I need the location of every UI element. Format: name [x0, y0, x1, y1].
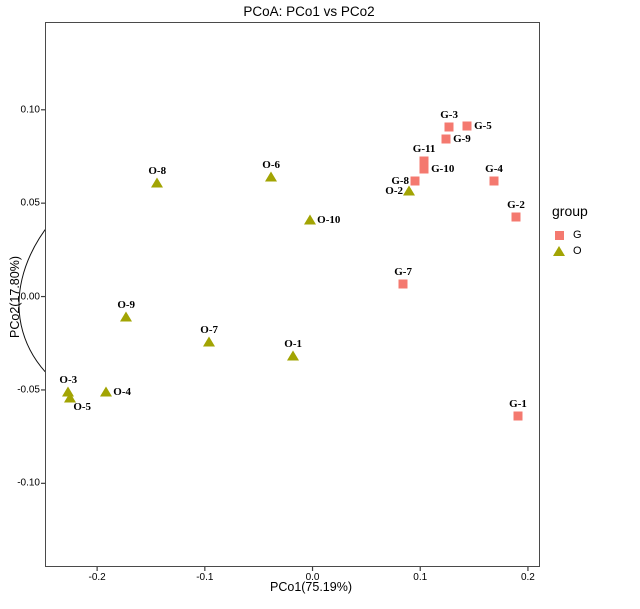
data-point-label-G-3: G-3 [440, 108, 458, 121]
data-point-label-G-10: G-10 [431, 162, 455, 175]
data-point-label-O-6: O-6 [262, 159, 281, 172]
y-tick-label: -0.10 [17, 477, 40, 489]
data-point-label-O-9: O-9 [117, 299, 136, 312]
data-point-label-O-8: O-8 [148, 164, 167, 177]
data-point-label-G-7: G-7 [394, 266, 412, 279]
x-tick-label: -0.1 [196, 572, 214, 583]
chart-title: PCoA: PCo1 vs PCo2 [243, 4, 375, 19]
data-point-G-7 [398, 279, 408, 289]
legend-item-O: O [552, 243, 588, 259]
y-axis-title: PCo2(17.80%) [8, 256, 22, 338]
data-point-label-G-5: G-5 [474, 120, 492, 133]
y-tick-label: -0.05 [17, 384, 40, 396]
y-tick-label: 0.05 [20, 197, 40, 209]
data-point-label-O-7: O-7 [200, 324, 218, 337]
data-point-O-7 [203, 336, 216, 347]
square-icon [552, 230, 566, 240]
x-tick-label: 0.1 [413, 572, 428, 583]
data-point-label-G-8: G-8 [391, 175, 410, 188]
data-point-label-O-2: O-2 [385, 185, 404, 198]
x-tick-label: 0.0 [305, 572, 320, 583]
triangle-icon [552, 246, 566, 256]
data-point-G-10 [419, 164, 429, 174]
data-point-O-6 [265, 171, 278, 182]
legend-label-O: O [573, 245, 582, 257]
x-tick-label: 0.2 [520, 572, 535, 583]
data-point-G-2 [511, 212, 521, 222]
data-point-O-5 [64, 392, 77, 403]
y-tick-label: 0.00 [20, 291, 40, 303]
data-point-label-O-10: O-10 [317, 213, 341, 226]
data-point-G-5 [462, 121, 472, 131]
data-point-label-G-2: G-2 [507, 198, 525, 211]
data-point-O-4 [100, 386, 113, 397]
data-point-O-8 [151, 177, 164, 188]
data-point-O-1 [287, 350, 300, 361]
legend-square-marker [554, 230, 564, 240]
legend-title: group [552, 203, 588, 219]
data-point-G-1 [513, 411, 523, 421]
data-point-label-G-1: G-1 [509, 398, 527, 411]
data-point-label-G-11: G-11 [412, 142, 436, 155]
data-point-O-10 [304, 214, 317, 225]
data-point-O-2 [403, 185, 416, 196]
data-point-G-3 [444, 122, 454, 132]
data-point-O-3 [62, 386, 75, 397]
data-point-label-G-4: G-4 [485, 163, 503, 176]
x-tick-label: -0.2 [88, 572, 106, 583]
legend-item-G: G [552, 227, 588, 243]
data-point-G-4 [489, 176, 499, 186]
data-point-label-G-9: G-9 [453, 133, 471, 146]
legend-label-G: G [573, 229, 582, 241]
legend-triangle-marker [553, 246, 565, 256]
data-point-label-O-4: O-4 [113, 385, 132, 398]
plot-area-border [45, 22, 540, 567]
data-point-G-11 [419, 156, 429, 166]
data-point-O-9 [120, 311, 133, 322]
data-point-label-O-5: O-5 [73, 400, 92, 413]
y-tick-label: 0.10 [20, 104, 40, 116]
x-axis-title: PCo1(75.19%) [270, 580, 352, 594]
data-point-label-O-3: O-3 [59, 373, 78, 386]
data-point-label-O-1: O-1 [284, 338, 303, 351]
data-point-G-8 [410, 176, 420, 186]
data-point-G-9 [441, 134, 451, 144]
